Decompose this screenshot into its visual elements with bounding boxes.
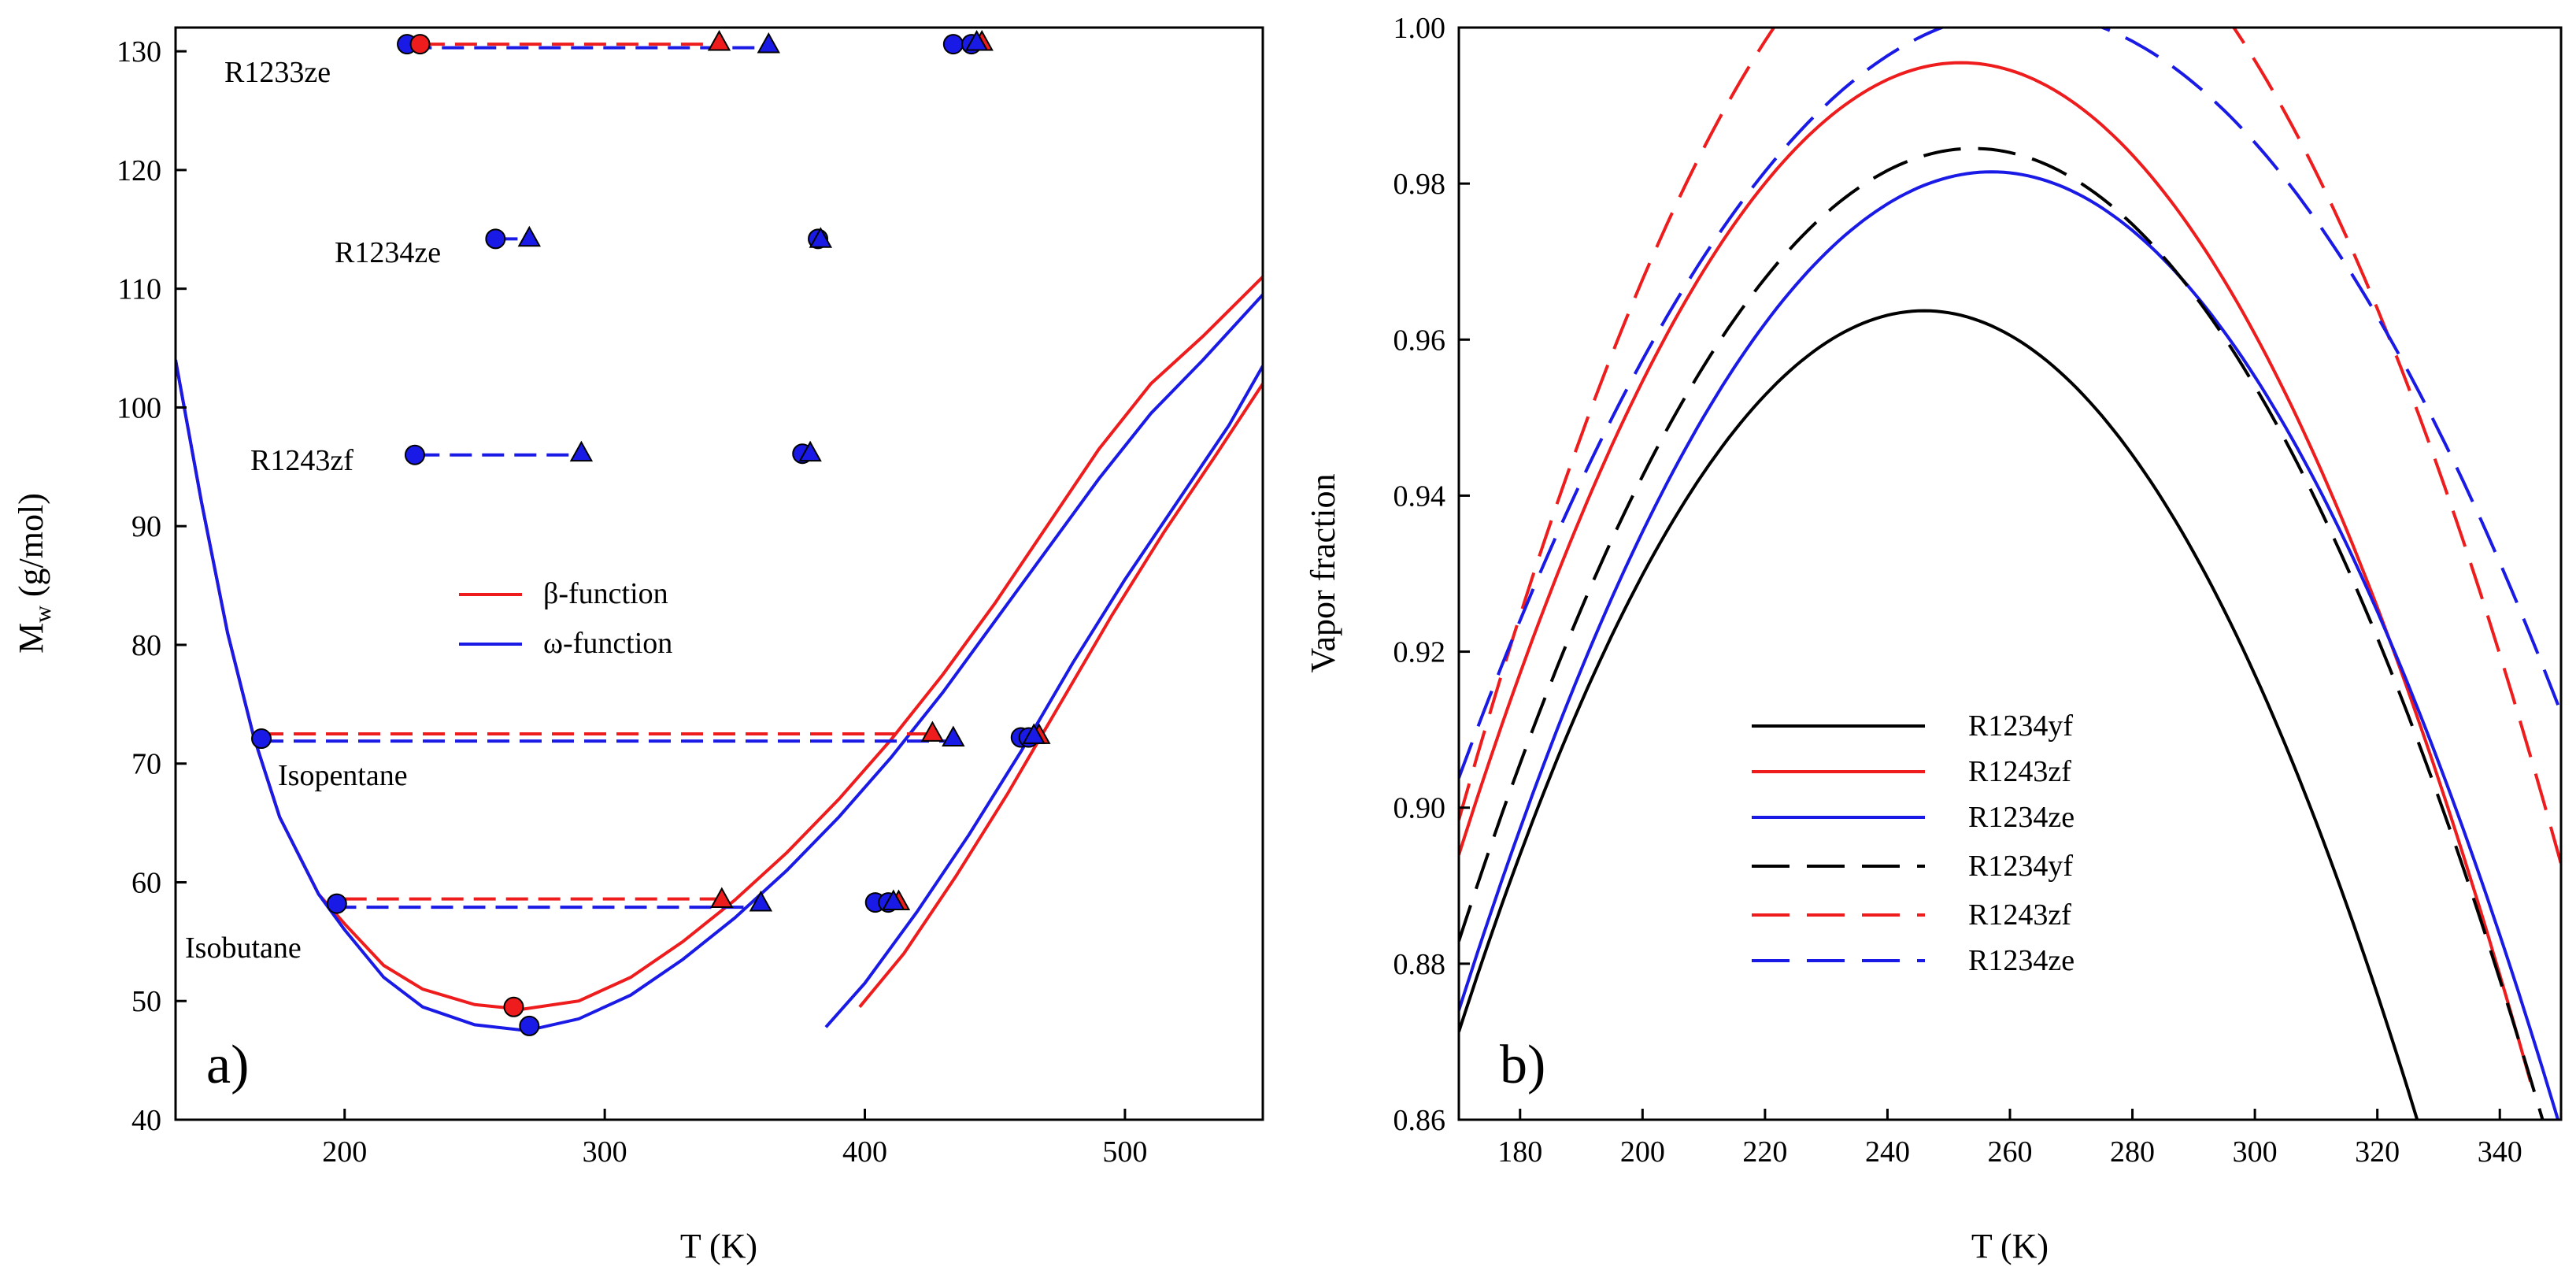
chart-a-ytick-label: 40 (131, 1104, 161, 1137)
chart-a-ytick-label: 120 (117, 154, 161, 187)
chart-b-series-r1234yf-dash (1459, 146, 2545, 1120)
chart-a-xtick-label: 400 (842, 1135, 887, 1169)
chart-a-marker-circle-12 (404, 444, 425, 465)
chart-a-marker-triangle-17 (920, 720, 945, 742)
chart-a-marker-circle-8 (485, 228, 506, 250)
chart-b-series-r1234yf-solid (1459, 309, 2419, 1120)
chart-a: 200 300 400 500 40 50 60 70 80 90 100 110 120 130 β-f… (12, 26, 1264, 1265)
chart-a-ytick-label: 60 (131, 866, 161, 899)
chart-b-ytick-label: 0.94 (1393, 480, 1446, 513)
legend-b-label-r1234yf-solid: R1234yf (1968, 709, 2073, 743)
chart-a-marker-circle-16 (251, 728, 272, 750)
chart-b-panel-label: b) (1500, 1035, 1545, 1095)
chart-a-marker-triangle-22 (1022, 723, 1046, 744)
chart-b-ytick-label: 0.92 (1393, 636, 1446, 669)
chart-a-marker-circle-30 (503, 996, 524, 1017)
chart-a-marker-triangle-3 (757, 32, 780, 54)
chart-b-xtick-label: 320 (2355, 1135, 2400, 1169)
chart-a-markers-layer (251, 30, 1051, 1036)
chart-a-marker-triangle-24 (710, 887, 734, 908)
chart-a-xtick-label: 200 (322, 1135, 367, 1169)
chart-b-ylabel: Vapor fraction (1304, 474, 1342, 673)
chart-a-marker-triangle-18 (942, 725, 965, 746)
chart-a-ylabel-sub: w (30, 606, 56, 623)
chart-b-series-r1243zf-dash (1459, 28, 2561, 865)
chart-a-ylabel-main: M (12, 623, 50, 654)
chart-b-xtick-label: 240 (1865, 1135, 1910, 1169)
legend-b-label-r1234ze-solid: R1234ze (1968, 801, 2074, 834)
chart-b-xtick-label: 220 (1742, 1135, 1787, 1169)
chart-a-series-2 (824, 365, 1263, 1028)
legend-b-label-r1243zf-dash: R1243zf (1968, 898, 2071, 932)
chart-b-xtick-label: 300 (2233, 1135, 2278, 1169)
chart-b-ytick-label: 0.96 (1393, 324, 1446, 357)
chart-a-marker-triangle-2 (707, 30, 731, 51)
chart-a-marker-triangle-9 (517, 225, 542, 247)
chart-b-ytick-label: 1.00 (1393, 12, 1446, 45)
chart-a-frame (174, 26, 1264, 1121)
chart-a-annotation-isopentane: Isopentane (278, 759, 408, 792)
chart-a-ylabel-unit: (g/mol) (12, 493, 50, 606)
chart-a-xlabel: T (K) (680, 1227, 757, 1265)
legend-a-label-beta: β-function (543, 577, 668, 610)
chart-b-xlabel: T (K) (1971, 1227, 2049, 1265)
chart-b-series-layer (1459, 28, 2561, 1120)
chart-b-ytick-label: 0.86 (1393, 1104, 1446, 1137)
chart-a-marker-circle-23 (326, 893, 347, 914)
chart-b-series-r1234ze-dash (1459, 28, 2561, 779)
chart-a-marker-triangle-15 (798, 440, 822, 462)
chart-b-ytick-label: 0.98 (1393, 168, 1446, 201)
chart-a-series-1 (176, 293, 1263, 1032)
legend-b-label-r1243zf-solid: R1243zf (1968, 755, 2071, 788)
chart-a-annotation-isobutane: Isobutane (185, 932, 302, 965)
chart-a-panel-label: a) (206, 1035, 249, 1095)
chart-a-annotation-r1243zf: R1243zf (250, 444, 353, 477)
chart-a-marker-triangle-13 (569, 440, 594, 462)
chart-a-ytick-label: 100 (117, 391, 161, 424)
chart-a-marker-triangle-7 (964, 30, 989, 51)
chart-b: 180 200 220 240 260 280 300 320 340 0.86 0.88 0.90 0… (1304, 12, 2563, 1265)
chart-b-xtick-label: 180 (1497, 1135, 1542, 1169)
chart-a-ylabel: Mw (g/mol) (12, 493, 56, 654)
chart-a-series-layer (176, 43, 1263, 1032)
chart-a-marker-circle-1 (409, 34, 431, 55)
chart-a-annotation-r1233ze: R1233ze (224, 56, 331, 89)
chart-a-ticks: 200 300 400 500 40 50 60 70 80 90 100 110 120 130 (117, 35, 1147, 1169)
chart-b-xtick-label: 340 (2478, 1135, 2522, 1169)
chart-a-ytick-label: 70 (131, 748, 161, 781)
chart-a-xtick-label: 300 (583, 1135, 627, 1169)
chart-a-legend: β-function ω-function (459, 577, 672, 660)
legend-b-label-r1234yf-dash: R1234yf (1968, 850, 2073, 883)
legend-a-label-omega: ω-function (543, 627, 672, 660)
chart-a-annotation-r1234ze: R1234ze (335, 236, 441, 269)
chart-a-ytick-label: 110 (117, 273, 161, 306)
chart-a-ytick-label: 130 (117, 35, 161, 69)
chart-a-marker-circle-31 (519, 1015, 540, 1036)
chart-a-ytick-label: 80 (131, 629, 161, 662)
chart-b-xtick-label: 280 (2110, 1135, 2155, 1169)
chart-a-marker-circle-4 (942, 34, 964, 55)
chart-b-ytick-label: 0.90 (1393, 792, 1446, 825)
chart-b-legend: R1234yf R1243zf R1234ze R1234yf R1243zf … (1752, 709, 2074, 977)
chart-b-ticks: 180 200 220 240 260 280 300 320 340 0.86 0.88 0.90 0… (1393, 12, 2522, 1169)
chart-b-series-r1234ze-solid (1459, 170, 2560, 1120)
chart-a-marker-triangle-25 (749, 891, 773, 912)
chart-a-ytick-label: 50 (131, 985, 161, 1018)
chart-a-marker-triangle-11 (809, 227, 833, 248)
chart-b-xtick-label: 260 (1988, 1135, 2033, 1169)
chart-b-series-r1243zf-solid (1459, 61, 2533, 1083)
chart-b-ytick-label: 0.88 (1393, 948, 1446, 981)
chart-b-xtick-label: 200 (1620, 1135, 1665, 1169)
chart-a-series-3 (858, 383, 1263, 1009)
chart-a-marker-triangle-29 (882, 889, 905, 910)
legend-b-label-r1234ze-dash: R1234ze (1968, 944, 2074, 977)
chart-a-ytick-label: 90 (131, 510, 161, 543)
chart-a-xtick-label: 500 (1102, 1135, 1147, 1169)
